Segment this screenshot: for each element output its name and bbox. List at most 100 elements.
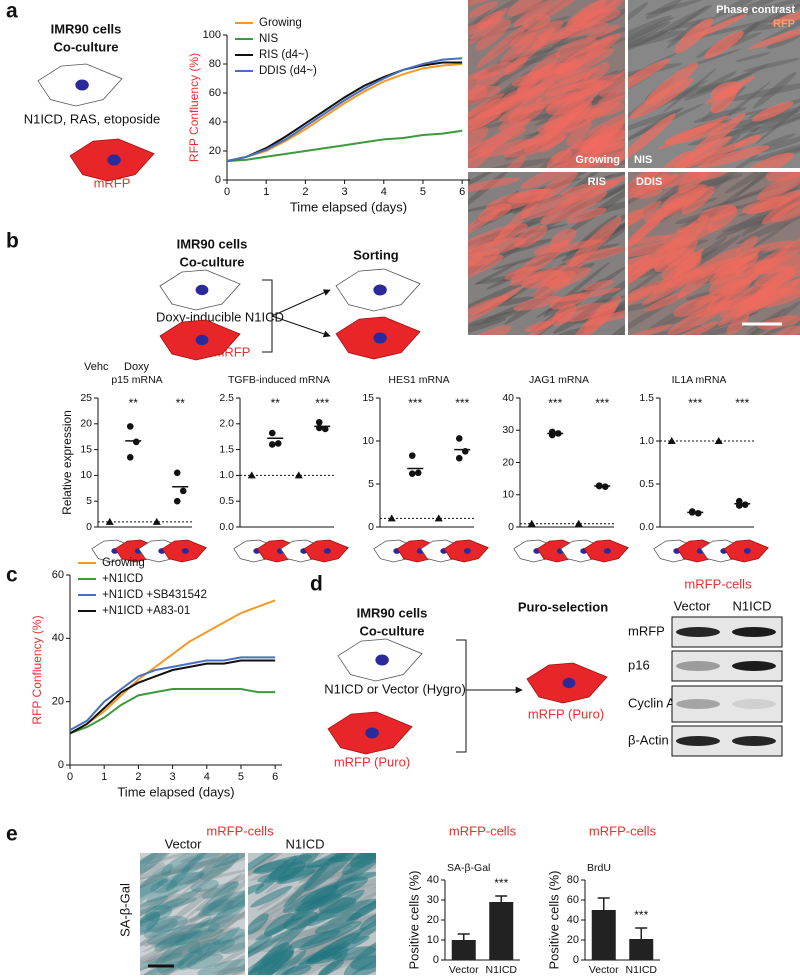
- stain: [299, 921, 362, 950]
- texture: [256, 891, 288, 911]
- blot-row-label: mRFP: [628, 623, 665, 638]
- stain: [698, 145, 770, 168]
- stain: [181, 853, 221, 875]
- y-tick-label: 0: [433, 954, 439, 966]
- bracket: [456, 639, 467, 753]
- stain: [513, 0, 553, 28]
- texture: [205, 914, 245, 932]
- x-tick-label: 4: [381, 186, 387, 198]
- stain: [207, 889, 245, 912]
- stain: [196, 939, 236, 956]
- stain: [197, 958, 245, 975]
- texture: [140, 930, 214, 972]
- texture: [660, 82, 725, 102]
- stain: [726, 312, 750, 335]
- texture: [180, 853, 244, 863]
- stain: [511, 62, 576, 87]
- stain: [661, 251, 703, 280]
- vehc-point: [294, 471, 303, 479]
- vehc-point: [105, 517, 114, 525]
- stain: [505, 56, 528, 75]
- doxy-point: [173, 497, 181, 505]
- stain: [628, 234, 671, 245]
- significance: ***: [548, 396, 562, 410]
- doxy-point: [179, 487, 187, 495]
- stain: [569, 216, 622, 268]
- stain: [599, 63, 625, 98]
- texture: [468, 277, 535, 316]
- stain: [686, 112, 746, 161]
- micrograph-label: RIS: [588, 176, 606, 188]
- stain: [175, 930, 202, 946]
- stain: [219, 933, 245, 955]
- significance: ***: [688, 396, 702, 410]
- texture: [595, 184, 625, 204]
- nucleus: [195, 284, 209, 296]
- stain: [560, 180, 620, 196]
- series-line: [226, 129, 463, 163]
- doxy-point: [173, 469, 181, 477]
- texture: [468, 9, 491, 36]
- stain: [552, 133, 616, 168]
- texture: [140, 936, 213, 964]
- texture: [733, 172, 778, 199]
- legend-label: Growing: [102, 557, 145, 569]
- texture: [140, 889, 179, 918]
- x-axis-label: Time elapsed (days): [117, 784, 234, 799]
- stain: [479, 94, 526, 118]
- stain: [628, 285, 659, 302]
- stain: [207, 887, 245, 933]
- texture: [157, 903, 220, 945]
- texture: [745, 19, 800, 32]
- y-tick-label: 40: [567, 914, 579, 926]
- texture: [581, 172, 625, 185]
- texture: [724, 172, 787, 194]
- stain: [567, 107, 604, 121]
- stain: [248, 883, 265, 899]
- stain: [306, 951, 343, 964]
- doxy-point: [315, 418, 323, 426]
- error-bar: [495, 895, 508, 902]
- series-line: [226, 63, 463, 163]
- stain: [155, 916, 212, 964]
- significance: **: [271, 396, 281, 410]
- micrograph-content: [628, 0, 800, 168]
- panel-label: c: [6, 564, 18, 587]
- y-tick-label: 40: [209, 116, 221, 128]
- micrograph-content: [468, 0, 625, 168]
- stain: [635, 172, 669, 186]
- stain: [468, 109, 504, 145]
- stain: [476, 11, 503, 29]
- stain: [500, 32, 536, 66]
- texture: [140, 853, 179, 875]
- blot-band: [732, 736, 776, 746]
- y-tick-label: 80: [567, 874, 579, 886]
- stain: [301, 876, 369, 906]
- y-tick-label: 0: [86, 521, 92, 533]
- stain: [550, 287, 622, 303]
- texture: [140, 934, 191, 975]
- stain: [756, 268, 796, 299]
- texture: [204, 918, 245, 955]
- y-tick-label: 60: [567, 894, 579, 906]
- stain: [146, 922, 221, 945]
- stain: [248, 945, 293, 975]
- series-line: [226, 61, 463, 163]
- stain: [150, 879, 178, 894]
- texture: [140, 945, 204, 975]
- texture: [159, 931, 193, 950]
- stain: [170, 853, 212, 883]
- stain: [597, 87, 625, 105]
- texture: [221, 853, 245, 866]
- stain: [757, 172, 800, 201]
- y-tick-label: 20: [209, 145, 221, 157]
- stain: [468, 237, 527, 258]
- diagram-title: IMR90 cells: [51, 21, 122, 36]
- y-tick-label: 5: [86, 495, 92, 507]
- y-tick-label: 30: [427, 894, 439, 906]
- texture: [140, 898, 182, 921]
- nucleus: [107, 154, 121, 166]
- chart-title: p15 mRNA: [111, 374, 162, 386]
- y-tick-label: 60: [52, 569, 64, 581]
- vehc-point: [527, 519, 536, 527]
